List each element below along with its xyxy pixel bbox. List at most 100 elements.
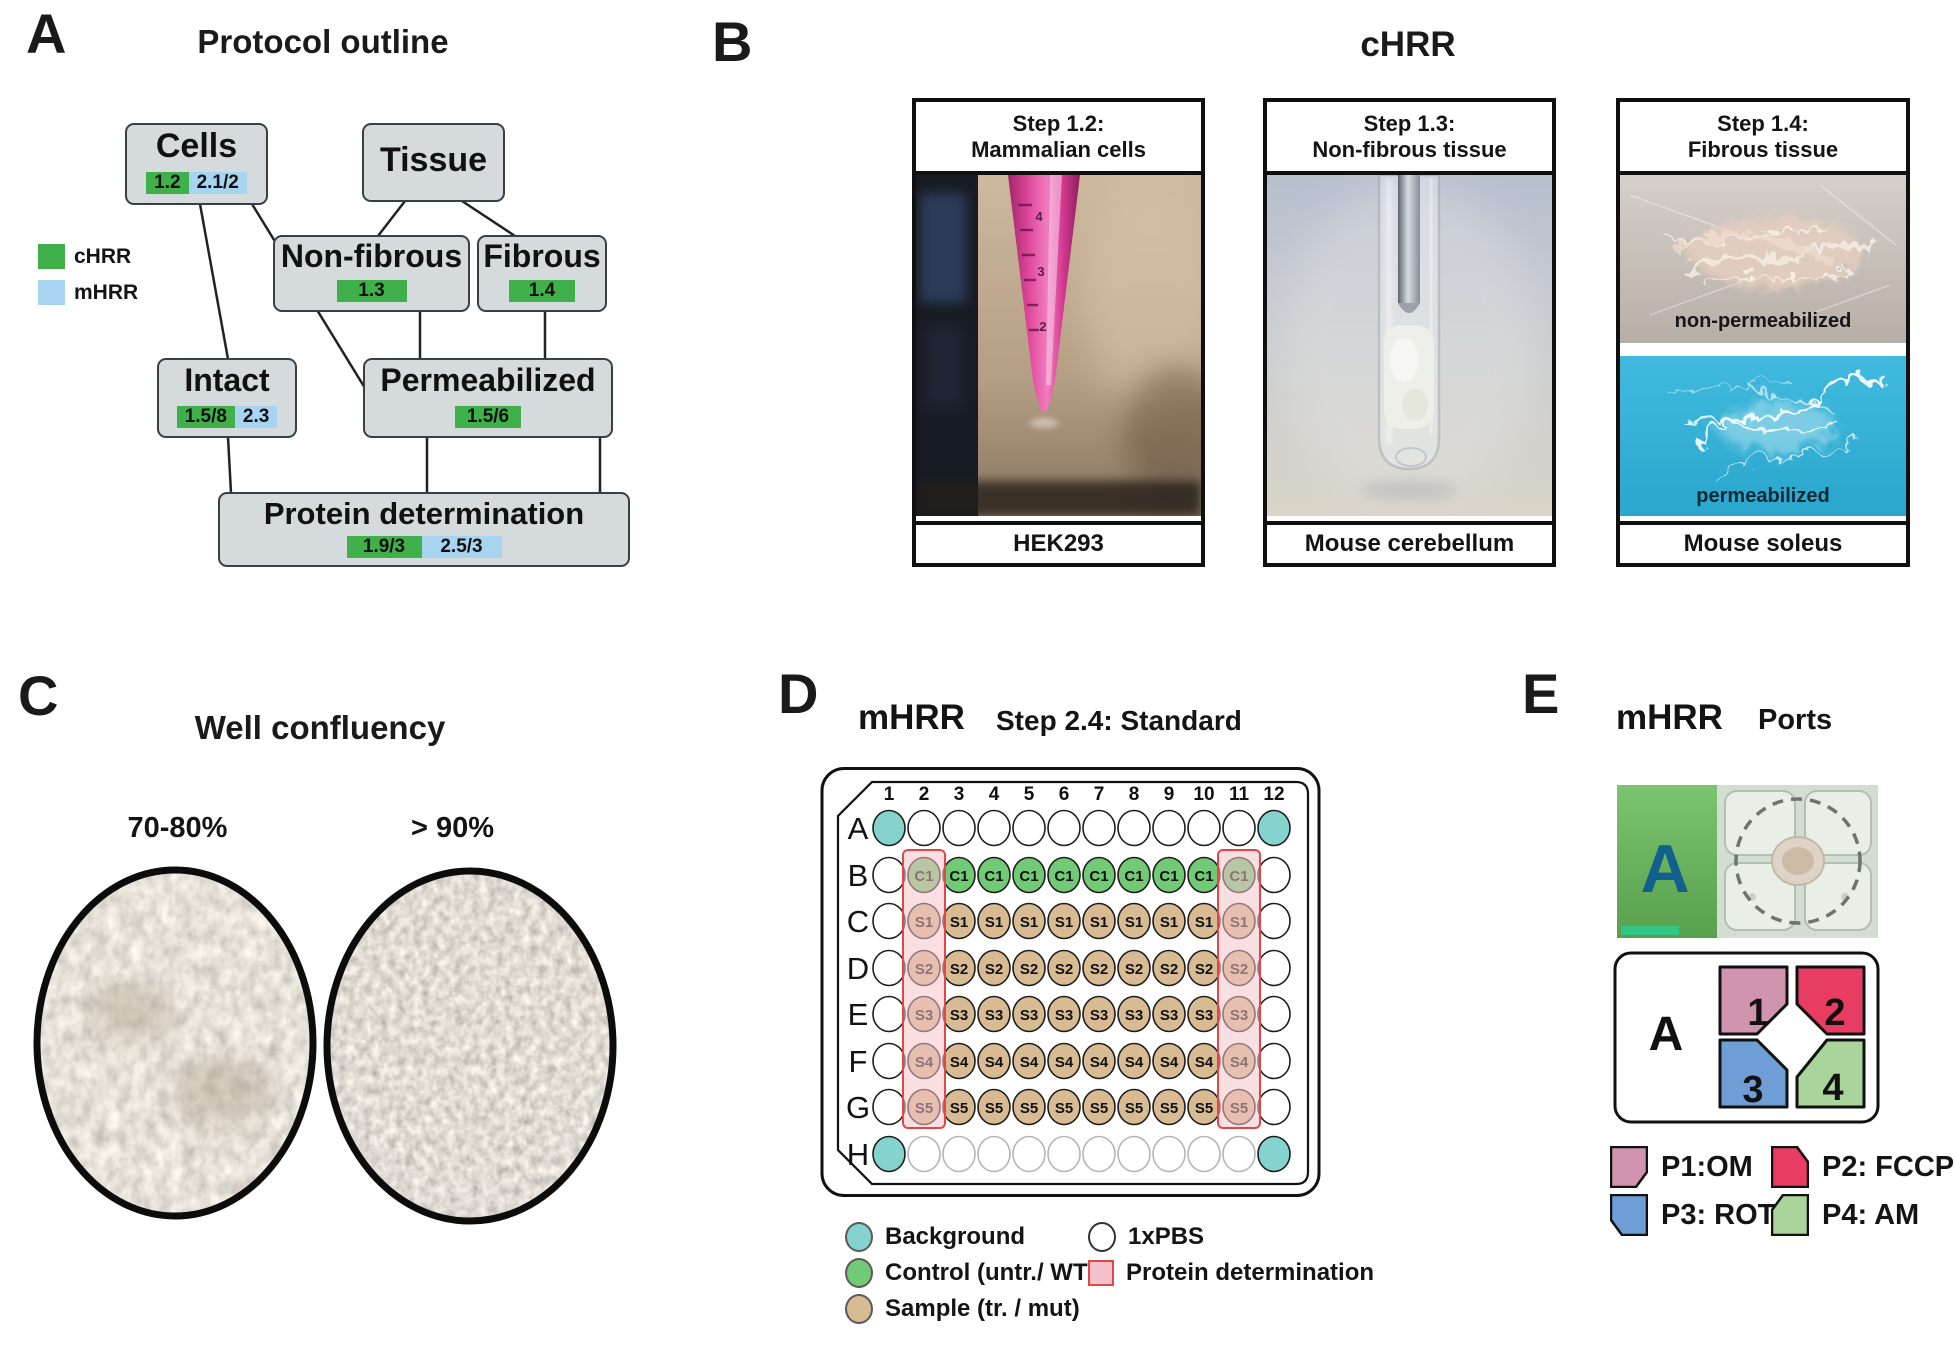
- panel-a-label: A: [26, 2, 67, 65]
- plate-well-label: S3: [1055, 1007, 1073, 1024]
- p4-swatch: [1771, 1194, 1809, 1236]
- plate-well: [977, 856, 1011, 894]
- chrr-swatch: [38, 244, 65, 269]
- node-permeabilized: Permeabilized 1.5/6: [363, 358, 613, 438]
- plate-well: [872, 1042, 906, 1080]
- panel-c-title: Well confluency: [194, 709, 446, 746]
- node-intact: Intact 1.5/8 2.3: [157, 358, 297, 438]
- ports-diagram: A 1 2 3 4: [1613, 951, 1880, 1124]
- tube-graduation: 4: [1035, 209, 1043, 224]
- plate-well-label: S1: [1160, 914, 1178, 931]
- plate-well: [1012, 902, 1046, 940]
- plate-well: [977, 809, 1011, 847]
- node-cells-title: Cells: [155, 127, 238, 165]
- plate-well: [1257, 1088, 1291, 1126]
- plate-well: [1117, 856, 1151, 894]
- plate-well-label: S1: [1020, 914, 1038, 931]
- plate-column-label: 4: [989, 784, 1000, 805]
- legend-background: Background: [845, 1220, 1096, 1254]
- plate-column-label: 11: [1229, 784, 1250, 805]
- plate-column-label: 8: [1129, 784, 1140, 805]
- plate-well: [1257, 902, 1291, 940]
- plate-row-label: D: [847, 951, 869, 986]
- plate-well: [1082, 1042, 1116, 1080]
- port-2-number: 2: [1824, 992, 1845, 1034]
- legend-p2: P2: FCCP: [1771, 1146, 1954, 1188]
- card2-caption: Mouse cerebellum: [1267, 521, 1552, 563]
- micrograph-90: [323, 867, 617, 1225]
- badge: 1.5/6: [455, 406, 521, 428]
- plate-well-label: S3: [1020, 1007, 1038, 1024]
- card3-header: Step 1.4: Fibrous tissue: [1620, 102, 1906, 175]
- plate-well-label: S5: [1055, 1100, 1073, 1117]
- plate-well-label: C1: [1124, 868, 1143, 885]
- plate-well: [1222, 809, 1256, 847]
- legend-control: Control (untr./ WT): [845, 1256, 1096, 1290]
- plate-well: [1152, 809, 1186, 847]
- plate-column-label: 7: [1094, 784, 1105, 805]
- node-intact-title: Intact: [184, 362, 270, 398]
- chamber-photo: A: [1617, 785, 1878, 938]
- plate-well-label: S2: [1090, 961, 1108, 978]
- mhrr-label: mHRR: [74, 280, 139, 304]
- legend-p3: P3: ROT: [1610, 1194, 1775, 1236]
- background-swatch: [845, 1222, 873, 1252]
- legend-protein-label: Protein determination: [1126, 1259, 1375, 1286]
- plate-well: [1187, 1135, 1221, 1173]
- plate-column-label: 1: [884, 784, 895, 805]
- plate-well: [1117, 949, 1151, 987]
- panel-d-label: D: [778, 662, 819, 725]
- micrograph-70-80: [33, 866, 317, 1220]
- plate-well-label: C1: [1194, 868, 1213, 885]
- plate-row-label: G: [846, 1090, 870, 1125]
- legend-sample: Sample (tr. / mut): [845, 1292, 1096, 1326]
- plate-well-label: S1: [1195, 914, 1213, 931]
- plate-well-label: C1: [949, 868, 968, 885]
- confluency-90-label: > 90%: [410, 812, 495, 844]
- badge: 2.5/3: [421, 536, 502, 558]
- plate-well: [907, 1135, 941, 1173]
- plate-well: [872, 809, 906, 847]
- legend-pbs-label: 1xPBS: [1128, 1223, 1205, 1250]
- card2-header: Step 1.3: Non-fibrous tissue: [1267, 102, 1552, 175]
- panel-a-title: Protocol outline: [197, 23, 449, 60]
- plate-well: [872, 856, 906, 894]
- protein-determination-highlight: [902, 849, 946, 1129]
- plate-well-label: S2: [985, 961, 1003, 978]
- plate-well: [1117, 809, 1151, 847]
- sample-swatch: [845, 1294, 873, 1324]
- plate-well: [1047, 856, 1081, 894]
- plate-well: [1047, 1088, 1081, 1126]
- plate-well-label: S4: [1020, 1054, 1039, 1071]
- plate-column-label: 5: [1024, 784, 1035, 805]
- plate-well-label: S5: [1125, 1100, 1143, 1117]
- node-cells: Cells 1.2 2.1/2: [125, 123, 268, 205]
- plate-column-label: 2: [919, 784, 930, 805]
- node-fibrous-title: Fibrous: [483, 238, 601, 274]
- pbs-swatch: [1088, 1222, 1116, 1252]
- card1-caption: HEK293: [916, 521, 1201, 563]
- plate-well-label: C1: [984, 868, 1003, 885]
- legend-chrr: cHRR: [38, 244, 131, 269]
- plate-well: [942, 809, 976, 847]
- plate-well-label: S4: [1195, 1054, 1214, 1071]
- plate-well-label: S5: [1020, 1100, 1038, 1117]
- node-tissue-title: Tissue: [379, 141, 488, 179]
- plate-well-label: S5: [1195, 1100, 1213, 1117]
- plate-well-label: S2: [950, 961, 968, 978]
- plate-well-label: S1: [1125, 914, 1143, 931]
- plate-column-label: 6: [1059, 784, 1070, 805]
- plate-well: [1257, 809, 1291, 847]
- badge: 1.3: [336, 280, 407, 302]
- card1-header: Step 1.2: Mammalian cells: [916, 102, 1201, 175]
- panel-b-label: B: [712, 10, 753, 73]
- plate-well: [942, 1135, 976, 1173]
- p3-swatch: [1610, 1194, 1648, 1236]
- plate-well: [1117, 995, 1151, 1033]
- tube-graduation: 3: [1037, 264, 1044, 279]
- plate-well: [1152, 1042, 1186, 1080]
- panel-e-label: E: [1522, 662, 1560, 725]
- card3-kind: Fibrous tissue: [1687, 137, 1839, 162]
- plate-well: [977, 902, 1011, 940]
